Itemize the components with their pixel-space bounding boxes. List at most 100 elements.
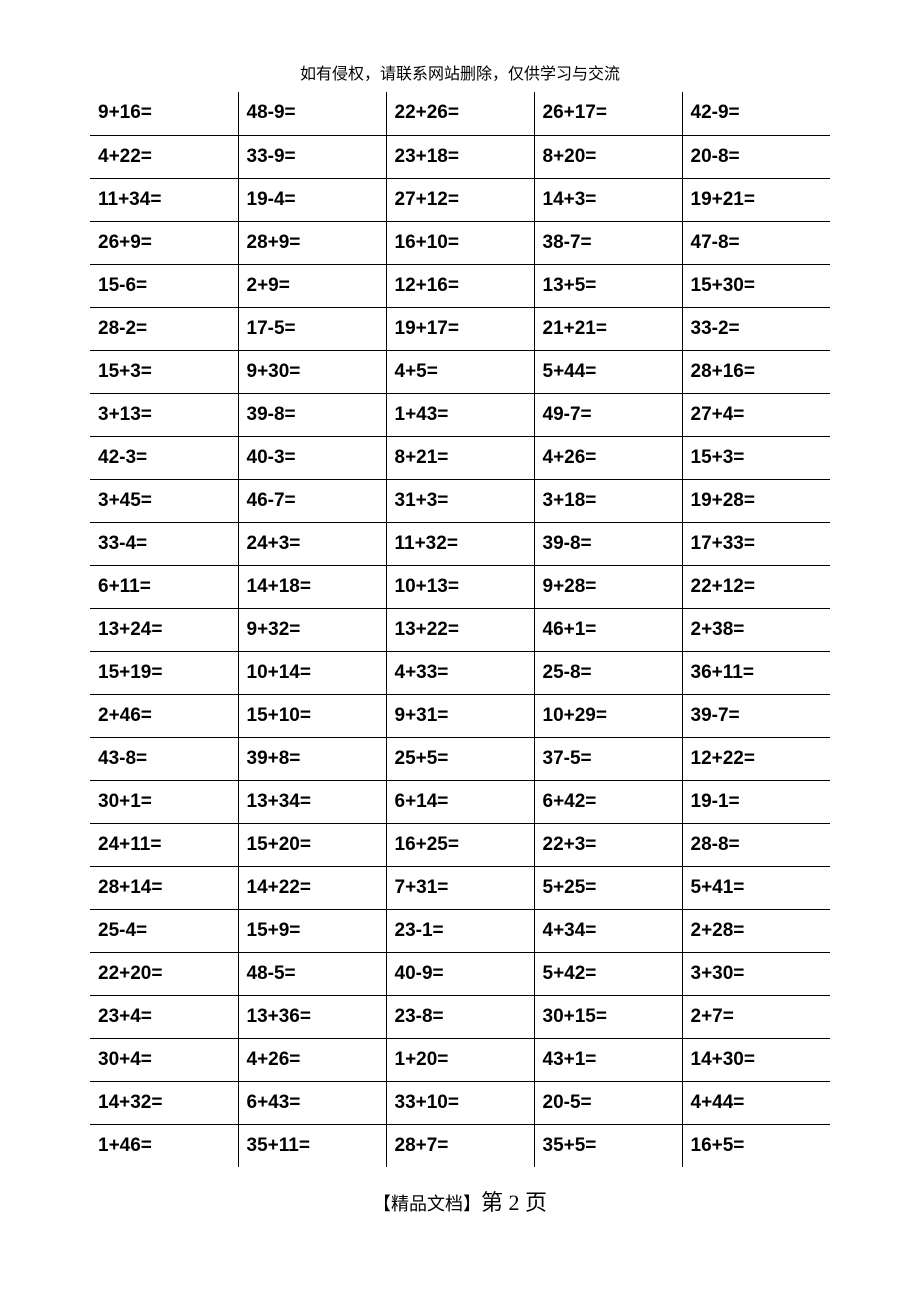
math-cell: 47-8=: [682, 221, 830, 264]
math-cell: 40-9=: [386, 952, 534, 995]
table-row: 3+13=39-8=1+43=49-7=27+4=: [90, 393, 830, 436]
math-cell: 35+5=: [534, 1124, 682, 1167]
math-cell: 4+26=: [238, 1038, 386, 1081]
math-cell: 4+5=: [386, 350, 534, 393]
math-cell: 48-5=: [238, 952, 386, 995]
math-cell: 3+13=: [90, 393, 238, 436]
math-cell: 25+5=: [386, 737, 534, 780]
math-cell: 19+17=: [386, 307, 534, 350]
math-cell: 28+14=: [90, 866, 238, 909]
table-row: 4+22=33-9=23+18=8+20=20-8=: [90, 135, 830, 178]
math-cell: 30+15=: [534, 995, 682, 1038]
math-cell: 23-8=: [386, 995, 534, 1038]
math-cell: 15+3=: [90, 350, 238, 393]
math-cell: 14+30=: [682, 1038, 830, 1081]
math-cell: 6+43=: [238, 1081, 386, 1124]
table-row: 13+24=9+32=13+22=46+1=2+38=: [90, 608, 830, 651]
table-row: 25-4=15+9=23-1=4+34=2+28=: [90, 909, 830, 952]
math-cell: 13+5=: [534, 264, 682, 307]
math-cell: 8+20=: [534, 135, 682, 178]
math-cell: 38-7=: [534, 221, 682, 264]
math-cell: 27+4=: [682, 393, 830, 436]
math-cell: 2+28=: [682, 909, 830, 952]
math-cell: 3+18=: [534, 479, 682, 522]
math-cell: 9+16=: [90, 92, 238, 135]
math-cell: 15+9=: [238, 909, 386, 952]
math-cell: 3+45=: [90, 479, 238, 522]
table-row: 11+34=19-4=27+12=14+3=19+21=: [90, 178, 830, 221]
math-cell: 15-6=: [90, 264, 238, 307]
table-row: 9+16=48-9=22+26=26+17=42-9=: [90, 92, 830, 135]
table-row: 15+19=10+14=4+33=25-8=36+11=: [90, 651, 830, 694]
table-row: 15+3=9+30=4+5=5+44=28+16=: [90, 350, 830, 393]
math-cell: 4+44=: [682, 1081, 830, 1124]
math-cell: 17-5=: [238, 307, 386, 350]
table-row: 30+1=13+34=6+14=6+42=19-1=: [90, 780, 830, 823]
math-cell: 21+21=: [534, 307, 682, 350]
math-cell: 9+28=: [534, 565, 682, 608]
math-cell: 39-8=: [238, 393, 386, 436]
header-disclaimer: 如有侵权，请联系网站删除，仅供学习与交流: [90, 60, 830, 84]
math-cell: 9+31=: [386, 694, 534, 737]
math-cell: 1+43=: [386, 393, 534, 436]
math-cell: 23+4=: [90, 995, 238, 1038]
math-cell: 28-8=: [682, 823, 830, 866]
math-cell: 5+25=: [534, 866, 682, 909]
footer-prefix: 【精品文档】: [373, 1194, 481, 1214]
math-cell: 28-2=: [90, 307, 238, 350]
math-cell: 6+42=: [534, 780, 682, 823]
math-cell: 28+9=: [238, 221, 386, 264]
math-cell: 30+4=: [90, 1038, 238, 1081]
table-row: 15-6=2+9=12+16=13+5=15+30=: [90, 264, 830, 307]
math-cell: 24+11=: [90, 823, 238, 866]
math-cell: 36+11=: [682, 651, 830, 694]
math-cell: 48-9=: [238, 92, 386, 135]
math-cell: 22+20=: [90, 952, 238, 995]
math-cell: 25-8=: [534, 651, 682, 694]
math-cell: 10+13=: [386, 565, 534, 608]
math-cell: 4+33=: [386, 651, 534, 694]
math-cell: 4+34=: [534, 909, 682, 952]
math-cell: 22+3=: [534, 823, 682, 866]
math-cell: 7+31=: [386, 866, 534, 909]
math-cell: 42-9=: [682, 92, 830, 135]
math-cell: 24+3=: [238, 522, 386, 565]
table-row: 14+32=6+43=33+10=20-5=4+44=: [90, 1081, 830, 1124]
math-cell: 49-7=: [534, 393, 682, 436]
math-cell: 15+10=: [238, 694, 386, 737]
math-cell: 16+10=: [386, 221, 534, 264]
math-cell: 28+7=: [386, 1124, 534, 1167]
math-cell: 4+26=: [534, 436, 682, 479]
table-row: 22+20=48-5=40-9=5+42=3+30=: [90, 952, 830, 995]
math-cell: 37-5=: [534, 737, 682, 780]
math-cell: 2+9=: [238, 264, 386, 307]
math-cell: 15+19=: [90, 651, 238, 694]
math-cell: 6+11=: [90, 565, 238, 608]
table-row: 1+46=35+11=28+7=35+5=16+5=: [90, 1124, 830, 1167]
math-cell: 10+29=: [534, 694, 682, 737]
footer-page-number: 第 2 页: [481, 1190, 547, 1215]
math-cell: 39+8=: [238, 737, 386, 780]
table-row: 28-2=17-5=19+17=21+21=33-2=: [90, 307, 830, 350]
math-cell: 6+14=: [386, 780, 534, 823]
math-cell: 31+3=: [386, 479, 534, 522]
math-cell: 14+18=: [238, 565, 386, 608]
math-cell: 33-2=: [682, 307, 830, 350]
math-cell: 35+11=: [238, 1124, 386, 1167]
document-page: 如有侵权，请联系网站删除，仅供学习与交流 9+16=48-9=22+26=26+…: [0, 0, 920, 1247]
math-cell: 2+7=: [682, 995, 830, 1038]
math-cell: 11+32=: [386, 522, 534, 565]
math-cell: 33-4=: [90, 522, 238, 565]
math-cell: 1+46=: [90, 1124, 238, 1167]
math-cell: 4+22=: [90, 135, 238, 178]
math-cell: 3+30=: [682, 952, 830, 995]
math-cell: 46+1=: [534, 608, 682, 651]
page-footer: 【精品文档】第 2 页: [90, 1185, 830, 1217]
math-cell: 5+41=: [682, 866, 830, 909]
math-cell: 16+5=: [682, 1124, 830, 1167]
math-cell: 33+10=: [386, 1081, 534, 1124]
math-cell: 20-8=: [682, 135, 830, 178]
math-cell: 40-3=: [238, 436, 386, 479]
math-cell: 9+30=: [238, 350, 386, 393]
table-row: 42-3=40-3=8+21=4+26=15+3=: [90, 436, 830, 479]
